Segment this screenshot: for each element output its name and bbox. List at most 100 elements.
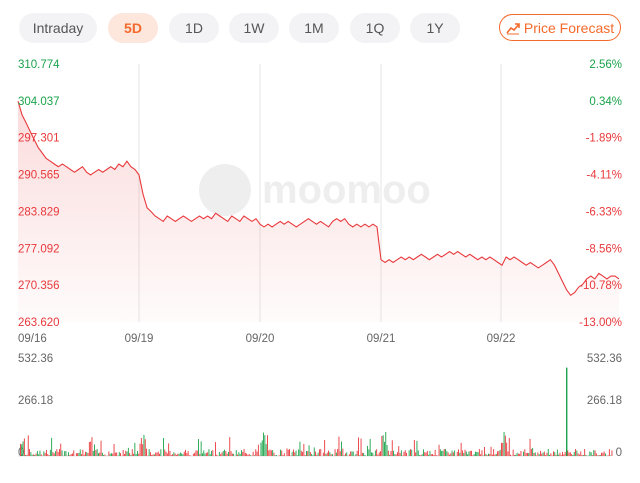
volume-bar bbox=[329, 452, 331, 456]
volume-bar bbox=[464, 449, 466, 456]
volume-bar bbox=[339, 451, 341, 456]
volume-bar bbox=[138, 453, 140, 456]
tab-1m[interactable]: 1M bbox=[289, 13, 339, 43]
volume-bar bbox=[157, 451, 159, 456]
volume-bar bbox=[545, 455, 547, 456]
volume-bar bbox=[91, 437, 93, 456]
volume-bar bbox=[577, 453, 579, 456]
volume-bar bbox=[452, 452, 454, 456]
volume-bar bbox=[330, 454, 332, 456]
volume-bar bbox=[398, 446, 400, 456]
volume-bar bbox=[137, 451, 138, 456]
volume-bar bbox=[88, 442, 90, 456]
tab-1q[interactable]: 1Q bbox=[350, 13, 400, 43]
volume-bar bbox=[498, 450, 500, 456]
volume-bar bbox=[493, 449, 495, 456]
volume-bar bbox=[118, 452, 120, 456]
volume-bar bbox=[602, 452, 604, 456]
volume-bar bbox=[268, 450, 270, 456]
volume-bar bbox=[581, 454, 583, 456]
volume-bar bbox=[389, 454, 391, 456]
volume-bar bbox=[238, 452, 240, 456]
volume-bar bbox=[456, 451, 458, 456]
volume-bar bbox=[393, 450, 394, 456]
volume-bar bbox=[296, 455, 298, 456]
volume-bar bbox=[294, 452, 296, 456]
percent-tick-label: -6.33% bbox=[586, 206, 622, 218]
tab-1d[interactable]: 1D bbox=[169, 13, 219, 43]
volume-bar bbox=[229, 437, 231, 456]
volume-bar bbox=[156, 452, 158, 456]
volume-bar bbox=[166, 453, 168, 456]
volume-bar bbox=[291, 451, 293, 456]
volume-bar bbox=[155, 452, 157, 456]
volume-bar bbox=[165, 451, 167, 456]
volume-bar bbox=[221, 452, 223, 456]
volume-bar bbox=[364, 455, 366, 456]
volume-bar bbox=[495, 453, 497, 456]
volume-bar bbox=[126, 451, 128, 456]
volume-bar bbox=[546, 452, 548, 456]
volume-bar bbox=[207, 452, 209, 456]
volume-bar bbox=[499, 449, 501, 456]
price-forecast-label: Price Forecast bbox=[523, 19, 615, 36]
volume-bar bbox=[533, 453, 535, 456]
volume-bar bbox=[316, 454, 318, 456]
volume-bar bbox=[599, 455, 601, 456]
volume-bar bbox=[64, 451, 66, 456]
volume-bar bbox=[131, 449, 133, 456]
volume-bar bbox=[527, 452, 528, 456]
volume-bar bbox=[196, 450, 198, 456]
tab-1y[interactable]: 1Y bbox=[410, 13, 460, 43]
volume-bar bbox=[177, 453, 179, 456]
tab-intraday[interactable]: Intraday bbox=[19, 13, 97, 43]
volume-bar bbox=[87, 453, 89, 456]
volume-bar bbox=[317, 452, 319, 456]
volume-bar bbox=[78, 452, 80, 456]
volume-bar bbox=[169, 451, 171, 456]
volume-bar bbox=[458, 449, 459, 456]
volume-bar bbox=[439, 449, 441, 456]
volume-bar bbox=[251, 455, 253, 456]
volume-bar bbox=[432, 454, 433, 456]
volume-bar bbox=[48, 455, 50, 456]
volume-bar bbox=[113, 444, 115, 456]
volume-bar bbox=[65, 451, 67, 456]
volume-bar bbox=[142, 444, 144, 456]
volume-bar bbox=[59, 449, 60, 456]
volume-bar bbox=[143, 434, 145, 456]
volume-bar bbox=[516, 452, 518, 456]
volume-bar bbox=[555, 454, 557, 456]
volume-bar bbox=[433, 455, 435, 456]
volume-bar bbox=[204, 453, 206, 456]
volume-bar bbox=[520, 451, 522, 456]
volume-bar bbox=[580, 451, 582, 456]
volume-bar bbox=[485, 453, 487, 456]
volume-bar bbox=[356, 450, 358, 456]
price-forecast-button[interactable]: Price Forecast bbox=[499, 14, 621, 41]
volume-bar bbox=[133, 453, 134, 456]
volume-bar bbox=[170, 455, 172, 456]
volume-bar bbox=[415, 452, 417, 456]
volume-bar bbox=[112, 453, 114, 456]
volume-bar bbox=[120, 453, 121, 456]
volume-bar bbox=[278, 455, 280, 456]
tab-5d[interactable]: 5D bbox=[108, 13, 158, 43]
volume-bar bbox=[55, 451, 56, 456]
volume-bar bbox=[114, 452, 116, 456]
volume-bar bbox=[220, 454, 222, 456]
volume-bar bbox=[174, 453, 176, 456]
volume-bar bbox=[571, 454, 573, 456]
volume-bar bbox=[139, 443, 141, 456]
volume-bar bbox=[542, 452, 544, 456]
volume-bar bbox=[244, 452, 246, 456]
volume-bar bbox=[289, 449, 290, 456]
volume-bar bbox=[328, 450, 329, 456]
volume-bar bbox=[377, 454, 379, 456]
tab-1w[interactable]: 1W bbox=[229, 13, 279, 43]
volume-bar bbox=[391, 440, 393, 456]
volume-bar bbox=[267, 435, 268, 456]
volume-bar bbox=[302, 451, 303, 456]
volume-bar bbox=[60, 443, 62, 456]
